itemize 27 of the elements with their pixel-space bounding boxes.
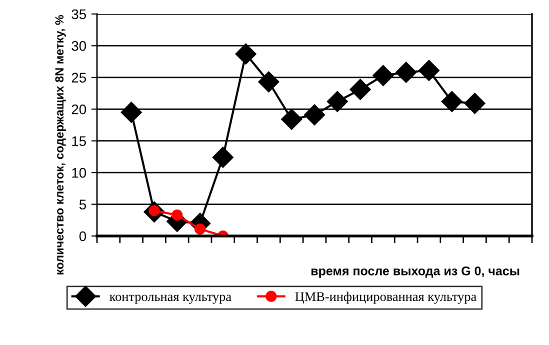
point	[464, 92, 486, 114]
y-tick-label: 15	[72, 136, 86, 146]
point	[120, 102, 142, 123]
legend-label: ЦМВ-инфицированная культура	[295, 292, 476, 304]
point	[194, 223, 206, 235]
point	[212, 146, 234, 168]
point	[372, 65, 394, 86]
legend-label: контрольная культура	[110, 294, 232, 304]
point	[304, 104, 326, 126]
y-tick-label: 30	[72, 41, 86, 51]
point	[258, 71, 280, 92]
point	[396, 62, 417, 83]
point	[418, 60, 440, 81]
point	[172, 210, 183, 221]
y-tick-label: 25	[72, 72, 86, 83]
y-tick-label: 5	[79, 200, 86, 210]
point	[350, 78, 371, 100]
point	[235, 43, 256, 64]
y-tick-label: 10	[72, 168, 86, 178]
y-tick-label: 35	[72, 9, 86, 20]
point	[326, 91, 348, 112]
point	[281, 108, 302, 130]
y-tick-label: 20	[72, 104, 86, 114]
y-axis-title: количество клеток, содержащих 8N метку, %	[55, 14, 66, 274]
point	[441, 91, 462, 112]
x-axis-title: время после выхода из G 0, часы	[311, 266, 520, 278]
y-tick-label: 0	[79, 231, 86, 242]
